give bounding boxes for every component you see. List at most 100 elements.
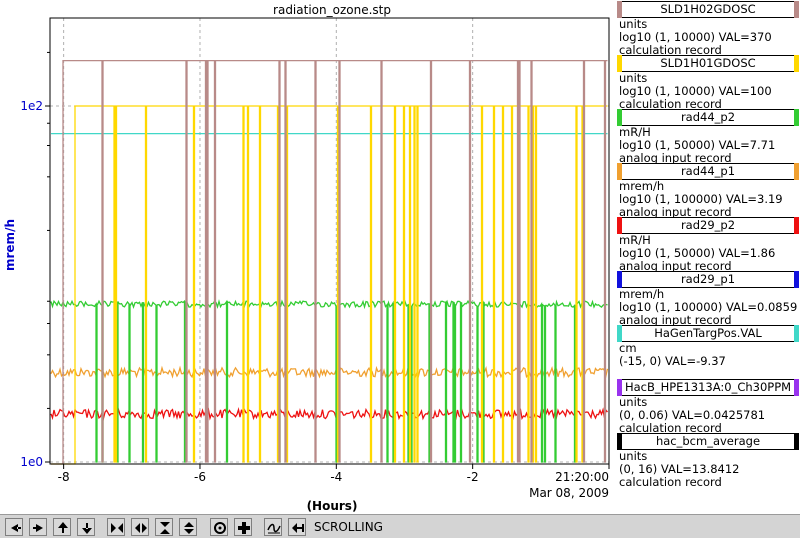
axes: -8-6-4-221:20:001e01e21e4 [20,51,610,484]
horizontal-in-icon [111,523,123,533]
legend-series-name[interactable]: rad29_p2 [617,217,799,234]
legend-swatch [617,325,622,342]
legend: SLD1H02GDOSC units log10 (1, 10000) VAL=37… [613,0,800,514]
legend-swatch [794,163,799,180]
timestamp-label: Mar 08, 2009 [529,486,609,500]
legend-series-label: SLD1H02GDOSC [660,2,756,16]
legend-series-name[interactable]: HaGenTargPos.VAL [617,325,799,342]
legend-swatch [794,271,799,288]
strip-chart: radiation_ozone.stp mrem/h (Hours) Mar 0… [3,3,610,513]
legend-record: calculation record [619,421,722,435]
legend-swatch [794,433,799,450]
arrow-right-icon [33,524,43,532]
legend-swatch [617,109,622,126]
zoom-in-x-button[interactable] [107,518,125,536]
legend-units: mrem/h [619,287,665,301]
legend-series-name[interactable]: rad44_p1 [617,163,799,180]
legend-scale: log10 (1, 100000) VAL=0.0859 [619,300,798,314]
wave-icon [267,523,281,534]
legend-record: calculation record [619,97,722,111]
legend-swatch [617,379,622,396]
legend-series-name[interactable]: SLD1H01GDOSC [617,55,799,72]
legend-record: analog input record [619,205,732,219]
crosshair-button[interactable] [234,518,252,536]
series-line-SLD1H02GDOSC [51,59,608,465]
legend-series-label: rad44_p2 [680,110,736,124]
arrow-up-icon [58,522,68,533]
scroll-right-button[interactable] [29,518,47,536]
legend-series-label: rad44_p1 [680,164,736,178]
legend-units: mR/H [619,125,651,139]
legend-units: mrem/h [619,179,665,193]
auto-scale-button[interactable] [210,518,228,536]
x-tick-label: -8 [58,470,70,484]
legend-series-label: rad29_p1 [680,272,736,286]
strip-chart-window: radiation_ozone.stp mrem/h (Hours) Mar 0… [3,0,800,514]
legend-units: units [619,71,648,85]
zoom-out-x-button[interactable] [131,518,149,536]
y-tick-label: 1e2 [20,99,43,113]
scroll-down-button[interactable] [77,518,95,536]
chart-title: radiation_ozone.stp [273,3,391,17]
y-axis-label: mrem/h [3,219,17,271]
legend-record: calculation record [619,43,722,57]
legend-scale: log10 (1, 10000) VAL=100 [619,84,772,98]
toolbar: SCROLLING [0,514,800,538]
series-line-rad44_p1 [50,365,609,379]
scroll-left-button[interactable] [5,518,23,536]
legend-swatch [794,109,799,126]
legend-series-label: SLD1H01GDOSC [660,56,756,70]
legend-swatch [794,379,799,396]
series-line-rad29_p2 [50,407,608,421]
legend-scale: log10 (1, 100000) VAL=3.19 [619,192,783,206]
legend-units: units [619,17,648,31]
x-tick-label: -2 [467,470,479,484]
legend-swatch [617,1,622,18]
legend-series-name[interactable]: hac_bcm_average [617,433,799,450]
scroll-up-button[interactable] [53,518,71,536]
legend-series-label: rad29_p2 [680,218,736,232]
legend-series-name[interactable]: rad29_p1 [617,271,799,288]
zoom-out-y-button[interactable] [179,518,197,536]
legend-series-label: HaGenTargPos.VAL [654,326,762,340]
arrow-down-icon [82,523,92,534]
legend-units: units [619,449,648,463]
zoom-in-y-button[interactable] [155,518,173,536]
legend-record: analog input record [619,259,732,273]
legend-scale: (0, 0.06) VAL=0.0425781 [619,408,766,422]
legend-series-name[interactable]: rad44_p2 [617,109,799,126]
legend-units: cm [619,341,637,355]
series-line-rad44_p2 [50,299,608,463]
legend-swatch [617,217,622,234]
x-tick-label: -4 [330,470,342,484]
legend-swatch [617,433,622,450]
return-button[interactable] [288,518,306,536]
horizontal-out-icon [135,523,147,533]
legend-scale: (-15, 0) VAL=-9.37 [619,354,726,368]
y-tick-label: 1e0 [20,455,43,469]
x-axis-label: (Hours) [307,499,358,513]
plot-frame [49,17,610,465]
legend-units: units [619,395,648,409]
legend-record: calculation record [619,475,722,489]
vertical-in-icon [160,522,170,534]
legend-series-label: hac_bcm_average [655,434,761,448]
series-line-SLD1H01GDOSC [51,105,608,465]
legend-swatch [794,325,799,342]
legend-record: analog input record [619,151,732,165]
circle-dot-icon [214,522,226,534]
legend-series-name[interactable]: SLD1H02GDOSC [617,1,799,18]
legend-scale: log10 (1, 50000) VAL=7.71 [619,138,776,152]
series-layer [50,59,609,465]
legend-series-label: HacB_HPE1313A:0_Ch30PPM [624,380,792,394]
legend-record: analog input record [619,313,732,327]
plus-icon [238,522,250,534]
config-button[interactable] [264,518,282,536]
legend-scale: log10 (1, 10000) VAL=370 [619,30,772,44]
legend-swatch [617,55,622,72]
legend-scale: log10 (1, 50000) VAL=1.86 [619,246,776,260]
legend-series-name[interactable]: HacB_HPE1313A:0_Ch30PPM [617,379,799,396]
legend-units: mR/H [619,233,651,247]
grid [50,18,610,464]
return-arrow-icon [292,523,304,533]
